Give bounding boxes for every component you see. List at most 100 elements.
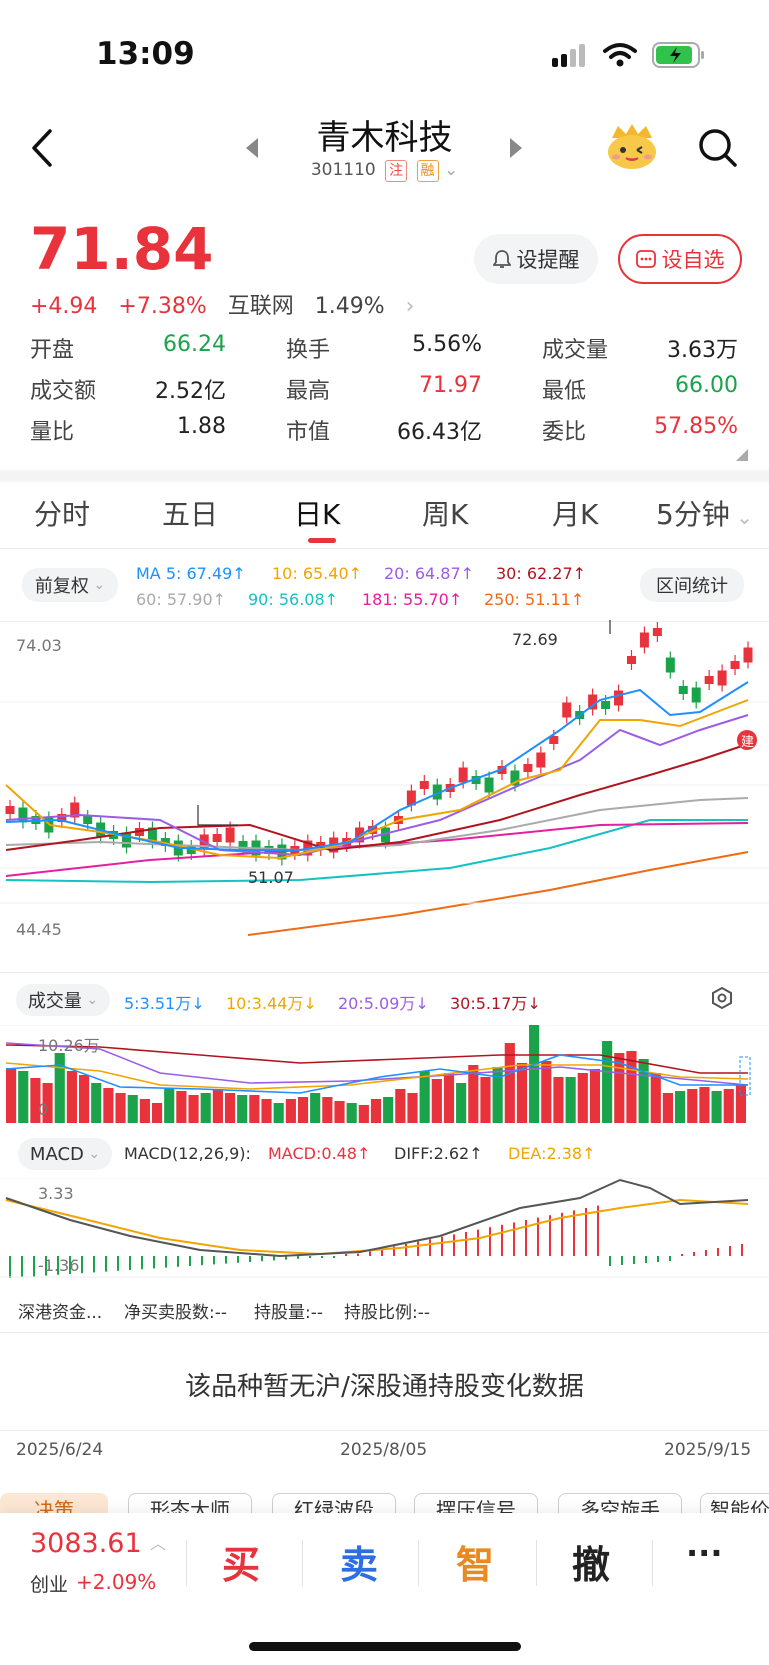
chevron-right-icon: › <box>405 294 415 319</box>
diff-line <box>5 1178 749 1258</box>
volume-dropdown[interactable]: 成交量 ⌄ <box>16 984 110 1016</box>
volume-bar <box>334 1101 345 1123</box>
stat-label: 换手 <box>286 338 331 363</box>
volume-bar <box>541 1061 552 1123</box>
stat-item: 成交量 3.63万 <box>542 332 738 363</box>
ma20-value: 20: 64.87↑ <box>384 564 475 583</box>
build-badge-text: 建 <box>741 735 754 750</box>
volume-bar <box>188 1095 199 1123</box>
tab-5min[interactable]: 5分钟 ⌄ <box>656 493 753 533</box>
stat-value: 5.56% <box>412 332 482 357</box>
hk-flow-title[interactable]: 深港资金... <box>18 1303 103 1323</box>
candle-body <box>419 781 429 789</box>
ma60-value: 60: 57.90↑ <box>136 590 227 609</box>
candle-body <box>665 657 675 673</box>
volume-chart[interactable] <box>0 1025 769 1125</box>
candle-body <box>122 832 132 848</box>
tab-daily-k[interactable]: 日K <box>294 498 341 531</box>
sector-link[interactable]: 互联网 1.49% › <box>228 294 429 319</box>
section-divider <box>0 470 769 482</box>
set-alert-button[interactable]: 设提醒 <box>474 234 598 284</box>
stat-item: 量比 1.88 <box>30 414 226 445</box>
volume-bar <box>504 1043 515 1123</box>
tab-monthly-k[interactable]: 月K <box>552 498 599 531</box>
candle-body <box>368 826 378 834</box>
candle-body <box>147 827 157 843</box>
smart-button[interactable]: 智 <box>456 1543 495 1587</box>
range-stats-button[interactable]: 区间统计 <box>640 568 744 602</box>
candle-body <box>549 736 559 744</box>
tab-five-day[interactable]: 五日 <box>162 498 219 531</box>
volume-bar <box>565 1077 576 1123</box>
more-button[interactable]: ··· <box>686 1534 723 1572</box>
page-title: 青木科技 <box>316 118 453 158</box>
add-watchlist-button[interactable]: 设自选 <box>618 234 742 284</box>
volume-bar <box>723 1089 734 1123</box>
stat-value: 66.43亿 <box>397 420 482 445</box>
macd-dropdown[interactable]: MACD ⌄ <box>18 1138 112 1170</box>
next-stock-icon[interactable] <box>508 136 524 164</box>
chevron-up-icon[interactable]: ︿ <box>150 1534 167 1553</box>
ma5-value: MA 5: 67.49↑ <box>136 564 246 583</box>
back-icon[interactable] <box>30 128 54 172</box>
macd-bottom-label: -1.36 <box>38 1256 80 1275</box>
settings-icon[interactable] <box>710 986 734 1014</box>
candle-body <box>432 784 442 800</box>
volume-bar <box>699 1087 710 1123</box>
candle-body <box>83 816 93 824</box>
price-change-pct: +7.38% <box>118 294 207 319</box>
bell-icon <box>492 250 511 268</box>
index-change-pct: +2.09% <box>76 1570 157 1594</box>
dea-value: DEA:2.38↑ <box>508 1144 596 1163</box>
stat-label: 最低 <box>542 379 587 404</box>
chevron-down-icon: ⌄ <box>83 1146 101 1162</box>
tab-weekly-k[interactable]: 周K <box>422 498 469 531</box>
tab-5min-label: 5分钟 <box>656 498 730 531</box>
adjust-dropdown[interactable]: 前复权 ⌄ <box>22 568 118 602</box>
ma90-line <box>5 819 748 884</box>
cancel-order-button[interactable]: 撤 <box>572 1543 611 1587</box>
build-badge <box>737 730 757 750</box>
stat-item: 换手 5.56% <box>286 332 482 363</box>
volume-bar <box>516 1063 528 1123</box>
volume-bar <box>456 1083 467 1123</box>
volume-bar <box>687 1089 698 1123</box>
current-bar-outline <box>739 1056 751 1096</box>
stat-value: 1.88 <box>177 414 226 439</box>
macd-chart[interactable] <box>0 1178 769 1278</box>
stat-value: 71.97 <box>419 373 482 398</box>
macd-histogram <box>9 1205 743 1278</box>
volume-bar <box>164 1088 175 1123</box>
prev-stock-icon[interactable] <box>244 136 260 164</box>
home-indicator <box>249 1642 521 1651</box>
hk-empty-message: 该品种暂无沪/深股通持股变化数据 <box>185 1372 584 1402</box>
stat-value: 3.63万 <box>667 338 738 363</box>
stat-item: 最低 66.00 <box>542 373 738 404</box>
expand-corner-icon[interactable] <box>736 446 748 465</box>
volume-bar <box>78 1075 90 1123</box>
volume-title: 成交量 <box>27 991 82 1012</box>
index-value[interactable]: 3083.61 <box>30 1528 142 1559</box>
sell-button[interactable]: 卖 <box>340 1543 379 1587</box>
volume-bar <box>419 1071 430 1123</box>
candle-body <box>212 834 222 842</box>
buy-button[interactable]: 买 <box>222 1543 261 1587</box>
tab-intraday[interactable]: 分时 <box>34 498 91 531</box>
volume-bar <box>675 1091 686 1123</box>
chevron-down-icon: ⌄ <box>729 505 753 529</box>
candle-body <box>704 676 714 684</box>
candle-body <box>717 670 727 686</box>
bottom-toolbar <box>0 1513 769 1665</box>
ma60-line <box>5 797 749 852</box>
date-start: 2025/6/24 <box>16 1440 104 1460</box>
volume-bar <box>66 1071 77 1123</box>
kline-chart[interactable]: 建 <box>0 620 769 950</box>
volume-bar <box>212 1089 223 1123</box>
low-marker-line <box>197 805 238 826</box>
chevron-down-icon[interactable]: ⌄ <box>443 160 459 180</box>
volume-bar <box>6 1068 17 1123</box>
volume-bar <box>261 1099 272 1123</box>
search-icon[interactable] <box>698 128 738 172</box>
mascot-icon[interactable] <box>606 124 658 174</box>
volume-bar <box>443 1073 455 1123</box>
